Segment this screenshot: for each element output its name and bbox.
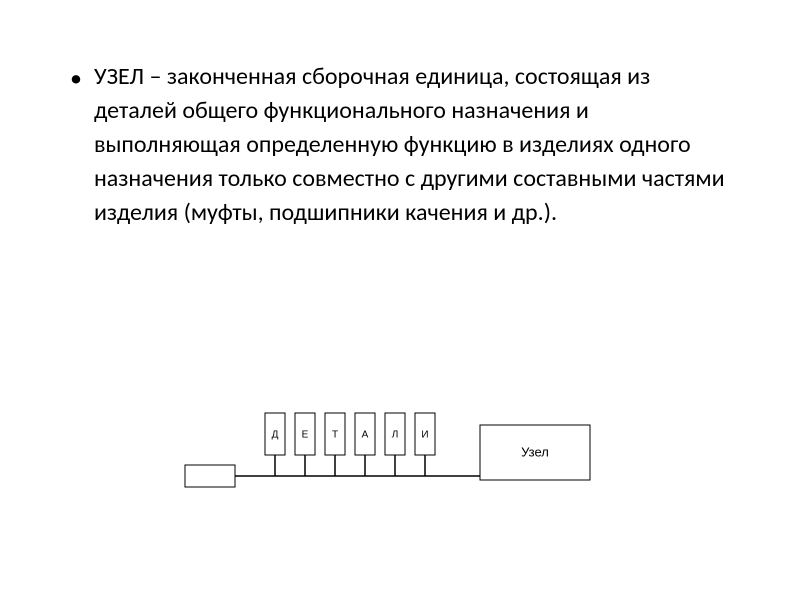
bullet-marker: • (70, 62, 82, 96)
detail-letter: Т (332, 430, 338, 441)
detail-letter: Д (272, 430, 279, 441)
detail-letter: И (421, 430, 428, 441)
diagram-svg: Д Е Т А Л И Узел (180, 395, 680, 515)
bullet-item: • УЗЕЛ – законченная сборочная единица, … (70, 60, 730, 230)
slide: • УЗЕЛ – законченная сборочная единица, … (0, 0, 800, 600)
detail-boxes: ДЕТАЛИ (265, 413, 435, 476)
node-label: Узел (521, 444, 549, 459)
detail-letter: А (362, 430, 369, 441)
body-text: УЗЕЛ – законченная сборочная единица, со… (94, 60, 730, 230)
assembly-diagram: Д Е Т А Л И Узел (180, 395, 680, 515)
detail-letter: Е (302, 430, 309, 441)
left-box (185, 465, 235, 487)
detail-letter: Л (392, 430, 399, 441)
